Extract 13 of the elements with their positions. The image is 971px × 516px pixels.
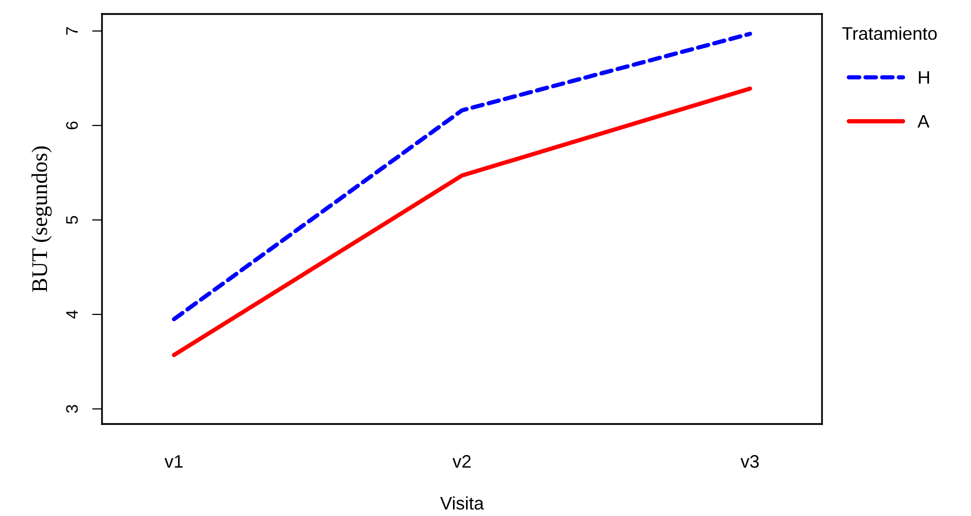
y-tick-label: 3 [66, 404, 78, 413]
y-tick-label: 7 [66, 27, 78, 35]
y-tick-label: 6 [66, 122, 78, 130]
legend-label: A [917, 115, 930, 128]
x-tick-label: v3 [740, 455, 759, 468]
x-axis-title: Visita [440, 496, 484, 510]
x-tick-label: v1 [164, 455, 183, 468]
legend-title: Tratamiento [842, 26, 937, 40]
y-tick-label: 4 [66, 310, 78, 319]
y-axis-title: BUT (segundos) [32, 146, 52, 292]
legend-label: H [918, 71, 930, 84]
x-tick-label: v2 [452, 455, 471, 468]
y-tick-label: 5 [66, 216, 78, 224]
